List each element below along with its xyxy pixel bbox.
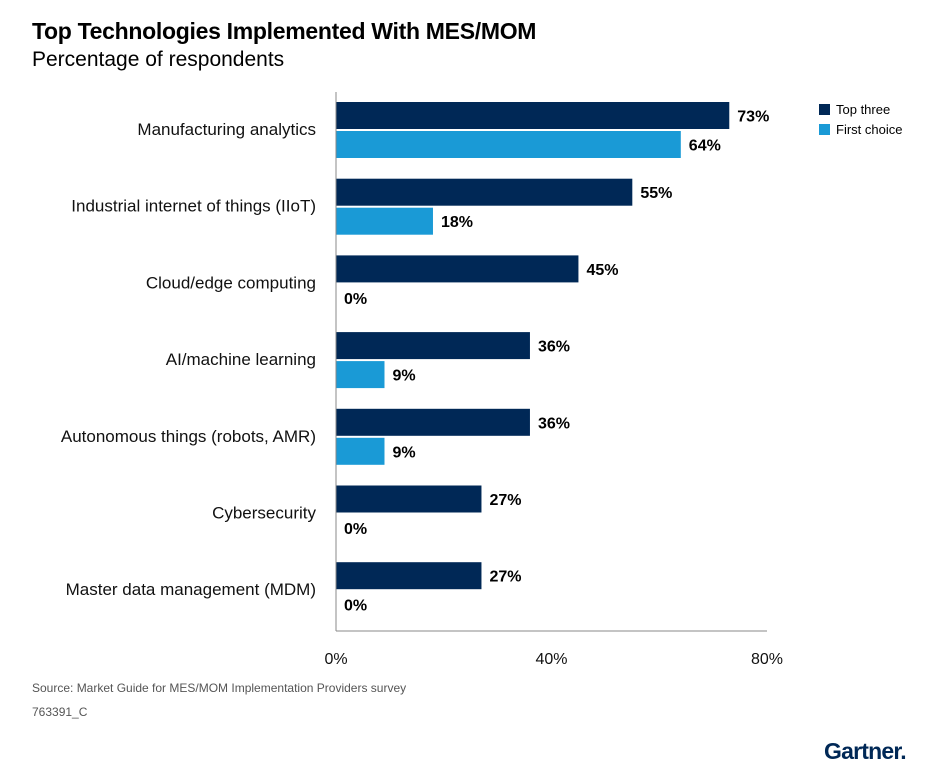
- legend-item-first-choice: First choice: [819, 119, 902, 139]
- value-label-top-three-ai-machine-learning: 36%: [538, 339, 570, 356]
- legend-swatch-top-three: [819, 103, 830, 115]
- chart-subtitle: Percentage of respondents: [32, 48, 285, 71]
- value-label-first-choice-manufacturing-analytics: 64%: [689, 138, 721, 155]
- category-label-manufacturing-analytics: Manufacturing analytics: [137, 120, 316, 139]
- legend-swatch-first-choice: [819, 123, 830, 135]
- x-tick-label-40: 40%: [535, 651, 567, 668]
- bar-chart: Manufacturing analytics 73% 64% Industrial …: [61, 92, 783, 668]
- value-label-first-choice-cloud-edge-computing: 0%: [344, 291, 367, 308]
- bar-top-three-ai-machine-learning: [336, 332, 530, 360]
- bar-top-three-cybersecurity: [336, 485, 482, 513]
- value-label-first-choice-master-data-management-mdm: 0%: [344, 598, 367, 615]
- legend-label-first-choice: First choice: [836, 121, 903, 137]
- value-label-top-three-cybersecurity: 27%: [489, 492, 521, 509]
- x-tick-label-80: 80%: [751, 651, 783, 668]
- x-tick-label-0: 0%: [324, 651, 347, 668]
- bar-first-choice-autonomous-things-robots-amr: [336, 437, 385, 465]
- value-label-first-choice-industrial-internet-of-things-iiot: 18%: [441, 214, 473, 231]
- gartner-logo: Gartner.: [824, 738, 907, 764]
- bar-top-three-cloud-edge-computing: [336, 255, 579, 283]
- legend: Top three First choice: [819, 99, 902, 139]
- value-label-top-three-cloud-edge-computing: 45%: [586, 262, 618, 279]
- bar-top-three-manufacturing-analytics: [336, 102, 730, 129]
- value-label-top-three-master-data-management-mdm: 27%: [489, 569, 521, 586]
- value-label-first-choice-autonomous-things-robots-amr: 9%: [392, 444, 415, 461]
- legend-label-top-three: Top three: [836, 101, 891, 117]
- bar-first-choice-manufacturing-analytics: [336, 131, 681, 158]
- bar-top-three-industrial-internet-of-things-iiot: [336, 178, 633, 206]
- source-note: Source: Market Guide for MES/MOM Impleme…: [32, 681, 407, 695]
- value-label-first-choice-ai-machine-learning: 9%: [392, 368, 415, 385]
- category-label-cybersecurity: Cybersecurity: [212, 504, 316, 523]
- category-label-master-data-management-mdm: Master data management (MDM): [66, 580, 316, 599]
- bar-first-choice-ai-machine-learning: [336, 361, 385, 389]
- document-id: 763391_C: [32, 705, 88, 719]
- bar-first-choice-industrial-internet-of-things-iiot: [336, 207, 433, 235]
- category-label-cloud-edge-computing: Cloud/edge computing: [146, 273, 316, 292]
- category-label-industrial-internet-of-things-iiot: Industrial internet of things (IIoT): [71, 197, 316, 216]
- value-label-first-choice-cybersecurity: 0%: [344, 521, 367, 538]
- legend-item-top-three: Top three: [819, 99, 902, 119]
- value-label-top-three-autonomous-things-robots-amr: 36%: [538, 415, 570, 432]
- bar-top-three-autonomous-things-robots-amr: [336, 408, 530, 436]
- bar-top-three-master-data-management-mdm: [336, 562, 482, 590]
- category-label-ai-machine-learning: AI/machine learning: [166, 350, 316, 369]
- value-label-top-three-industrial-internet-of-things-iiot: 55%: [640, 185, 672, 202]
- value-label-top-three-manufacturing-analytics: 73%: [737, 109, 769, 126]
- category-label-autonomous-things-robots-amr: Autonomous things (robots, AMR): [61, 427, 316, 446]
- chart-title: Top Technologies Implemented With MES/MO…: [32, 18, 537, 44]
